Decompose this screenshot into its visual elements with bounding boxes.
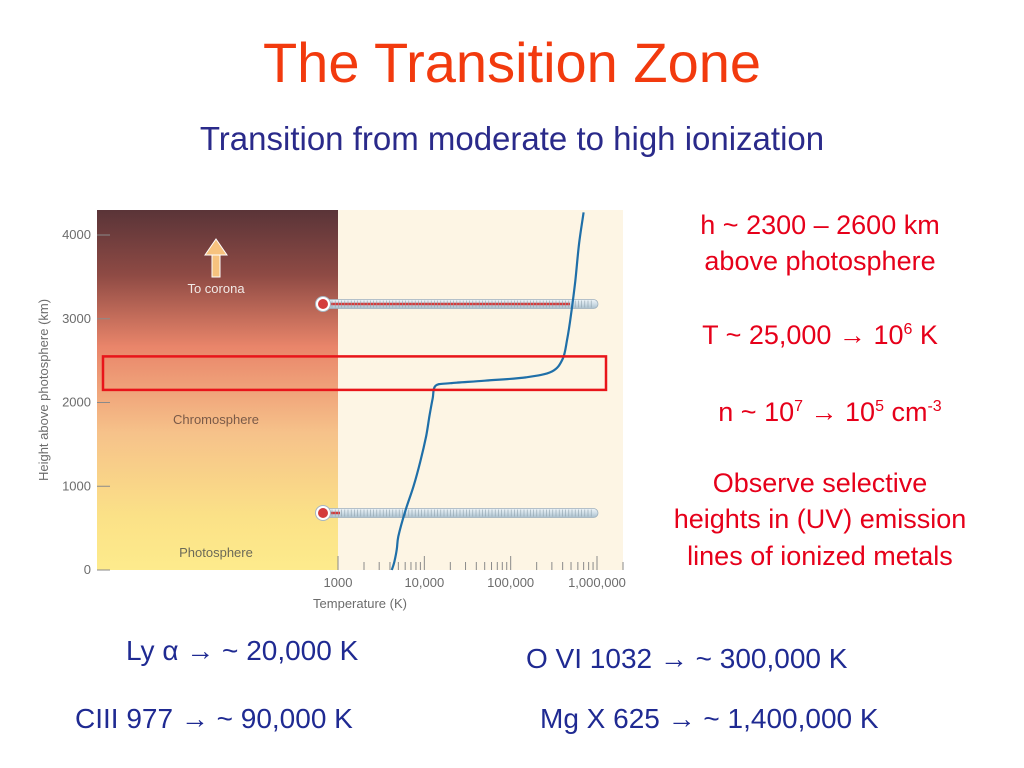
density-note-unit: cm xyxy=(883,397,928,427)
observe-note-line-1: Observe selective xyxy=(712,468,928,498)
temperature-note: T ~ 25,000 → 106 K xyxy=(640,317,1000,353)
mgx-line: Mg X 625 → ~ 1,400,000 K xyxy=(540,703,879,734)
x-axis-label: Temperature (K) xyxy=(313,596,407,611)
observe-note: Observe selective heights in (UV) emissi… xyxy=(620,465,1020,574)
y-tick-label: 0 xyxy=(84,562,91,577)
x-tick-label: 1,000,000 xyxy=(568,575,626,590)
y-tick-label: 2000 xyxy=(62,395,91,410)
temperature-note-exponent: 6 xyxy=(903,321,913,338)
x-tick-label: 100,000 xyxy=(487,575,534,590)
density-note-arrow: → 10 xyxy=(803,397,876,427)
thermometer-icon xyxy=(315,296,599,312)
temperature-note-suffix: K xyxy=(912,320,938,350)
y-tick-label: 1000 xyxy=(62,478,91,493)
up-arrow-icon xyxy=(204,238,228,278)
thermometer-icon xyxy=(315,505,599,521)
temperature-height-chart: To corona Chromosphere Photosphere 0 1000… xyxy=(36,210,626,611)
y-tick-label: 4000 xyxy=(62,227,91,242)
y-axis-label: Height above photosphere (km) xyxy=(36,299,51,481)
temperature-curve xyxy=(390,212,585,571)
slide-subtitle: Transition from moderate to high ionizat… xyxy=(199,120,825,157)
ly-alpha-line: Ly α → ~ 20,000 K xyxy=(126,635,359,666)
region-label-corona: To corona xyxy=(187,281,245,296)
y-tick-label: 3000 xyxy=(62,311,91,326)
region-label-chromosphere: Chromosphere xyxy=(173,412,259,427)
slide-title: The Transition Zone xyxy=(262,31,762,94)
density-note-exponent-3: -3 xyxy=(927,398,942,415)
density-note-exponent-1: 7 xyxy=(794,398,804,415)
ciii-line: CIII 977 → ~ 90,000 K xyxy=(75,703,353,734)
observe-note-line-2: heights in (UV) emission xyxy=(673,504,967,535)
height-note-line-1: h ~ 2300 – 2600 km xyxy=(700,210,940,240)
x-tick-label: 10,000 xyxy=(404,575,444,590)
transition-zone-highlight-box xyxy=(101,355,608,392)
region-label-photosphere: Photosphere xyxy=(179,545,253,560)
density-note-exponent-2: 5 xyxy=(875,398,884,415)
density-note-prefix: n ~ 10 xyxy=(718,397,795,427)
density-note: n ~ 107 → 105 cm-3 xyxy=(640,394,1020,430)
x-axis: 1000 10,000 100,000 1,000,000 xyxy=(324,556,626,590)
height-note-line-2: above photosphere xyxy=(704,246,936,277)
temperature-note-prefix: T ~ 25,000 → 10 xyxy=(702,320,904,350)
observe-note-line-3: lines of ionized metals xyxy=(687,540,953,571)
y-axis: 0 1000 2000 3000 4000 xyxy=(62,227,110,577)
height-note: h ~ 2300 – 2600 km above photosphere xyxy=(640,207,1000,280)
x-tick-label: 1000 xyxy=(324,575,353,590)
ovi-line: O VI 1032 → ~ 300,000 K xyxy=(526,643,848,674)
